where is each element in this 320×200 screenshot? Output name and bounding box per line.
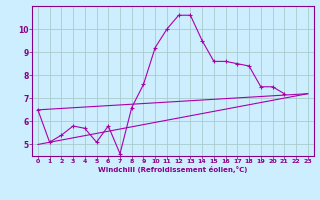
X-axis label: Windchill (Refroidissement éolien,°C): Windchill (Refroidissement éolien,°C) (98, 166, 247, 173)
